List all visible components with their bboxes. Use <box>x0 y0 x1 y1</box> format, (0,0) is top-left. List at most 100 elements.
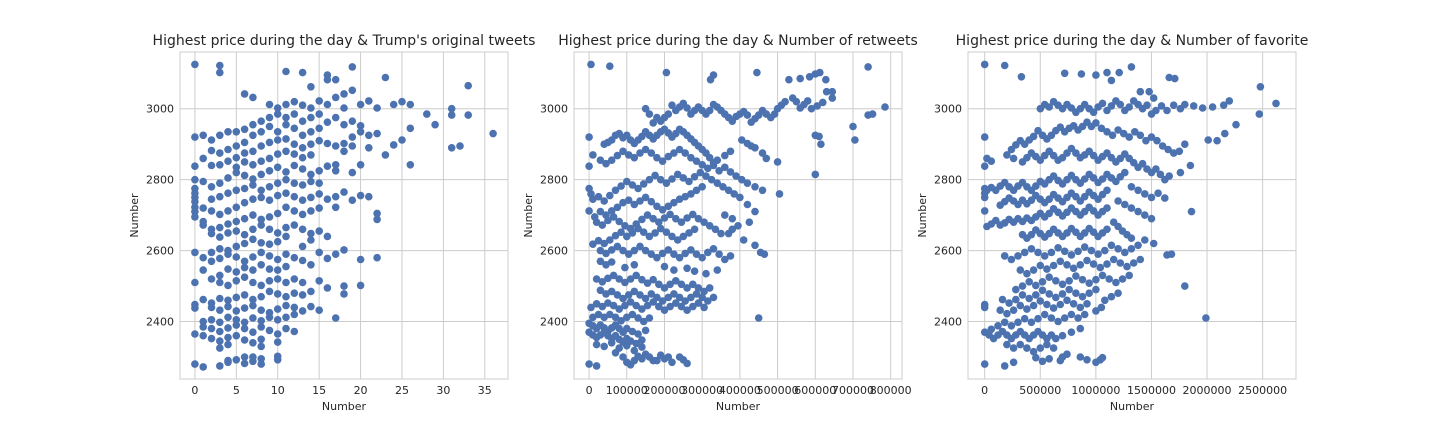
data-point <box>1165 172 1173 180</box>
data-point <box>232 153 241 162</box>
data-point <box>373 253 381 262</box>
data-point <box>615 305 623 313</box>
data-point <box>1076 324 1085 333</box>
x-tick-label: 1000000 <box>1071 384 1120 397</box>
data-point <box>1052 293 1060 302</box>
data-point <box>207 257 216 266</box>
y-tick-label: 2600 <box>540 245 568 258</box>
data-point <box>1232 120 1240 129</box>
data-point <box>747 118 755 126</box>
data-point <box>207 324 216 333</box>
data-point <box>1121 248 1129 257</box>
data-point <box>715 250 723 258</box>
data-point <box>1127 63 1136 71</box>
chart-panel-1: 0 5 10 15 20 25 30 35 2400 2600 2800 3000 Highest pr… <box>128 33 535 413</box>
data-point <box>191 133 199 141</box>
chart-title: Highest price during the day & Trump's o… <box>153 33 536 49</box>
data-point <box>224 229 232 237</box>
data-point <box>709 100 718 109</box>
data-point <box>1171 74 1179 83</box>
data-point <box>224 302 232 311</box>
data-point <box>249 301 257 310</box>
data-point <box>240 125 249 134</box>
data-point <box>1153 136 1161 145</box>
data-point <box>298 291 307 299</box>
data-point <box>216 327 224 336</box>
data-point <box>623 324 631 333</box>
data-point <box>636 197 644 205</box>
data-point <box>216 223 224 232</box>
chart-title: Highest price during the day & Number of… <box>558 33 918 49</box>
data-point <box>1208 103 1217 111</box>
data-point <box>632 301 640 310</box>
data-point <box>1034 314 1042 323</box>
data-point <box>199 177 207 186</box>
data-point <box>666 210 674 219</box>
data-point <box>224 128 232 136</box>
data-point <box>265 313 274 322</box>
data-point <box>1136 131 1145 140</box>
data-point <box>273 209 282 218</box>
data-point <box>257 239 266 247</box>
data-point <box>641 104 650 113</box>
data-point <box>216 344 224 352</box>
data-point <box>1085 289 1093 298</box>
data-point <box>216 294 224 303</box>
data-point <box>1083 256 1091 265</box>
data-point <box>249 147 257 156</box>
data-point <box>298 278 307 287</box>
data-point <box>207 161 216 170</box>
data-point <box>1043 265 1051 273</box>
data-point <box>257 170 266 179</box>
data-point <box>653 153 661 162</box>
data-point <box>298 242 307 251</box>
data-point <box>1017 73 1026 81</box>
data-point <box>240 336 249 344</box>
data-point <box>668 101 676 109</box>
data-point <box>1029 266 1038 274</box>
data-point <box>1219 101 1228 109</box>
data-point <box>687 190 695 198</box>
data-point <box>282 301 290 310</box>
data-point <box>594 236 603 245</box>
data-point <box>1119 129 1128 138</box>
data-point <box>683 359 691 368</box>
data-point <box>1074 314 1082 322</box>
x-tick-label: 25 <box>395 384 409 397</box>
data-point <box>1000 61 1009 70</box>
data-point <box>1009 154 1018 163</box>
data-point <box>687 293 695 302</box>
data-point <box>711 225 720 234</box>
data-point <box>1060 314 1069 322</box>
data-point <box>1076 303 1085 312</box>
data-point <box>216 245 224 253</box>
data-point <box>207 229 216 238</box>
data-point <box>216 149 224 157</box>
data-point <box>613 151 622 160</box>
data-point <box>307 207 315 215</box>
data-point <box>298 153 307 162</box>
data-point <box>273 255 282 264</box>
data-point <box>315 136 324 145</box>
data-point <box>645 314 654 322</box>
data-point <box>1045 273 1053 282</box>
data-point <box>216 233 224 241</box>
data-point <box>1000 318 1009 327</box>
data-point <box>1069 264 1078 273</box>
data-point <box>638 275 646 284</box>
data-point <box>713 179 722 187</box>
data-point <box>273 338 282 346</box>
data-point <box>331 93 340 102</box>
data-point <box>664 202 673 211</box>
data-point <box>1056 257 1065 266</box>
data-point <box>660 306 669 315</box>
data-point <box>994 322 1002 330</box>
data-point <box>282 292 290 301</box>
data-point <box>617 228 625 236</box>
x-tick-label: 15 <box>312 384 326 397</box>
data-point <box>623 341 631 350</box>
data-point <box>257 323 266 331</box>
x-tick-label: 5 <box>233 384 240 397</box>
data-point <box>694 299 703 307</box>
data-point <box>1014 318 1022 327</box>
